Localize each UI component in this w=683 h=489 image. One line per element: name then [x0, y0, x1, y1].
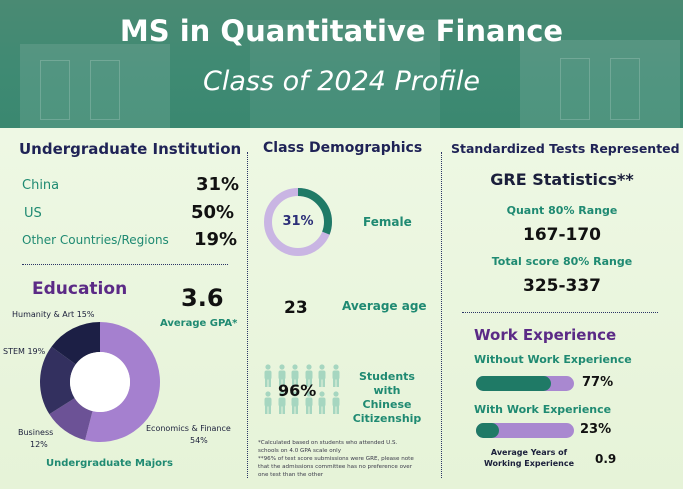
gpa-value: 3.6: [181, 284, 224, 312]
without-work-label: Without Work Experience: [474, 353, 632, 366]
total-value: 325-337: [522, 276, 602, 296]
page-subtitle: Class of 2024 Profile: [203, 66, 480, 97]
institution-value-china: 31%: [196, 174, 240, 195]
work-heading: Work Experience: [474, 326, 617, 344]
majors-label-econ-name: Economics & Finance: [146, 424, 231, 433]
majors-label-business-pct: 12%: [30, 440, 48, 449]
avg-years-label-line: Working Experience: [483, 459, 574, 468]
tests-heading: Standardized Tests Represented: [451, 141, 680, 156]
people-icon-grid: [262, 364, 344, 416]
majors-label-business-name: Business: [18, 428, 54, 437]
female-ring-fill: [264, 188, 332, 256]
citizenship-pct: 96%: [278, 381, 317, 400]
majors-slice-economics-finance: [85, 322, 160, 442]
person-icon: [318, 391, 326, 414]
person-icon: [291, 391, 299, 414]
education-heading: Education: [32, 279, 128, 299]
quant-label: Quant 80% Range: [506, 204, 618, 217]
gre-title: GRE Statistics**: [490, 170, 634, 189]
without-work-bar: [476, 376, 574, 391]
institution-label-other: Other Countries/Regions: [22, 233, 169, 247]
with-work-label: With Work Experience: [474, 403, 612, 416]
person-icon: [318, 364, 326, 387]
section-divider: [462, 312, 658, 313]
with-work-value: 23%: [580, 422, 612, 437]
institution-label-us: US: [24, 206, 42, 221]
window-shape: [40, 60, 70, 120]
person-icon: [264, 364, 272, 387]
institution-value-other: 19%: [194, 229, 238, 250]
undergrad-heading: Undergraduate Institution: [19, 140, 242, 158]
majors-label-stem: STEM 19%: [3, 347, 46, 356]
institution-label-china: China: [22, 178, 60, 193]
building-shape: [20, 44, 170, 128]
majors-donut-chart: [39, 322, 160, 442]
footnote-line: schools on 4.0 GPA scale only: [258, 448, 342, 454]
quant-value: 167-170: [522, 225, 602, 245]
footnotes: *Calculated based on students who attend…: [258, 439, 438, 479]
age-label: Average age: [342, 299, 427, 313]
building-shape: [520, 40, 680, 128]
column-divider: [441, 152, 442, 478]
window-shape: [610, 58, 640, 120]
person-icon: [305, 364, 312, 387]
person-icon: [278, 364, 285, 387]
institution-value-us: 50%: [191, 202, 235, 223]
section-divider: [22, 264, 228, 265]
footnote-line: that the admissions committee has no pre…: [258, 464, 413, 470]
person-icon: [291, 364, 299, 387]
avg-years-label-line: Average Years of: [490, 448, 568, 457]
citizenship-label-line: with Chinese: [362, 384, 412, 411]
without-work-bar-fill: [476, 376, 552, 391]
total-label: Total score 80% Range: [491, 255, 633, 268]
citizenship-label: Students with Chinese Citizenship: [352, 370, 422, 426]
with-work-bar-fill: [476, 423, 499, 438]
column-divider: [247, 152, 248, 478]
window-shape: [560, 58, 590, 120]
donut-hole: [70, 352, 130, 412]
majors-label-humanity: Humanity & Art 15%: [12, 310, 95, 319]
female-pct: 31%: [282, 214, 314, 229]
without-work-value: 77%: [582, 375, 614, 390]
female-ring-chart: [264, 188, 332, 256]
age-value: 23: [284, 298, 308, 318]
with-work-bar: [476, 423, 574, 438]
footnote-line: *Calculated based on students who attend…: [258, 440, 398, 446]
person-icon: [264, 391, 272, 414]
avg-years-label: Average Years of Working Experience: [474, 447, 584, 469]
citizenship-label-line: Citizenship: [352, 412, 422, 425]
window-shape: [90, 60, 120, 120]
majors-caption: Undergraduate Majors: [46, 458, 173, 469]
gpa-label: Average GPA*: [160, 318, 238, 329]
demographics-heading: Class Demographics: [263, 140, 423, 156]
building-shape: [250, 20, 440, 128]
majors-slice-stem: [39, 346, 76, 415]
person-icon: [278, 391, 285, 414]
person-icon: [332, 364, 339, 387]
page-title: MS in Quantitative Finance: [119, 14, 564, 48]
person-icon: [305, 391, 312, 414]
person-icon: [332, 391, 339, 414]
footnote-line: **96% of test score submissions were GRE…: [258, 456, 414, 462]
majors-label-econ-pct: 54%: [190, 436, 208, 445]
majors-slice-business: [49, 398, 93, 441]
female-label: Female: [363, 215, 412, 229]
citizenship-label-line: Students: [359, 370, 415, 383]
avg-years-value: 0.9: [595, 452, 617, 466]
footnote-line: one test than the other: [258, 472, 324, 478]
header-banner: MS in Quantitative Finance Class of 2024…: [0, 0, 683, 128]
majors-slice-humanity-art: [51, 322, 100, 365]
